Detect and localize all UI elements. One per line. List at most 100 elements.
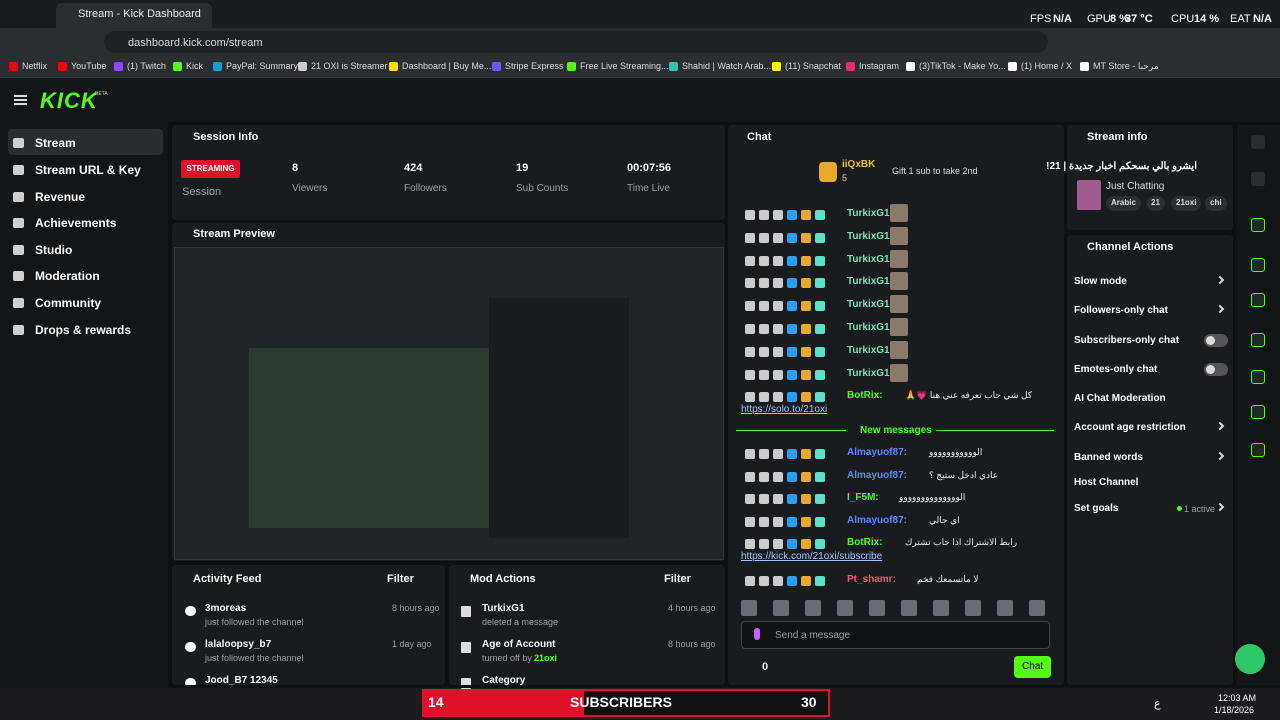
nav-item[interactable]: Stream xyxy=(35,136,76,150)
badge xyxy=(759,392,769,403)
bookmark[interactable]: (11) Snapchat xyxy=(785,61,841,71)
bookmark[interactable]: PayPal: Summary xyxy=(226,61,299,71)
emote xyxy=(890,295,908,314)
badge xyxy=(745,255,755,266)
active-tab[interactable] xyxy=(56,3,212,28)
bookmark[interactable]: MT Store - مرحبا xyxy=(1093,61,1159,71)
bookmark[interactable]: Netflix xyxy=(22,61,48,71)
bookmark[interactable]: YouTube xyxy=(71,61,107,71)
feed-name: 3moreas xyxy=(205,603,247,614)
chat-user[interactable]: TurkixG1: xyxy=(847,230,893,242)
points: 0 xyxy=(762,661,769,673)
send-label[interactable]: Chat xyxy=(1021,661,1044,672)
divider xyxy=(936,430,1054,431)
chat-user[interactable]: BotRix: xyxy=(847,390,883,402)
bookmark[interactable]: 21 OXI is Streamer xyxy=(311,61,388,71)
chat-user[interactable]: TurkixG1: xyxy=(847,322,893,333)
badge xyxy=(787,516,797,527)
bookmark[interactable]: (1) Twitch xyxy=(127,61,166,71)
chat-text: رابط الاشتراك اذا حاب تشترك xyxy=(905,537,1018,548)
bookmark-icon xyxy=(846,62,855,71)
stat-value: 19 xyxy=(516,162,529,174)
bookmark[interactable]: Stripe Express xyxy=(505,61,564,71)
action-item[interactable]: Account age restriction xyxy=(1074,422,1186,433)
emote xyxy=(890,204,908,222)
action-item[interactable]: Set goals xyxy=(1074,503,1119,514)
tag[interactable]: 21oxi xyxy=(1171,196,1202,211)
bookmark[interactable]: Kick xyxy=(186,61,204,71)
chat-user[interactable]: TurkixG1: xyxy=(847,299,893,311)
nav-item[interactable]: Community xyxy=(35,296,101,310)
mod-time: 4 hours ago xyxy=(668,603,716,613)
bookmark[interactable]: Dashboard | Buy Me... xyxy=(402,61,492,71)
heart-icon xyxy=(185,642,196,652)
bookmark[interactable]: Shahid | Watch Arab... xyxy=(682,61,772,71)
kick-header xyxy=(0,78,1280,122)
emote xyxy=(890,249,908,268)
feed-action: just followed the channel xyxy=(205,653,304,663)
nav-item[interactable]: Revenue xyxy=(35,190,86,204)
nav-icon xyxy=(13,138,24,148)
chat-user[interactable]: Almayuof87: xyxy=(847,447,908,458)
tag[interactable]: Arabic xyxy=(1106,196,1141,211)
chat-user[interactable]: I_F5M: xyxy=(847,492,879,504)
badge xyxy=(815,346,825,357)
badge xyxy=(801,392,811,403)
bookmark[interactable]: (3)TikTok - Make Yo... xyxy=(919,61,1006,71)
bookmark[interactable]: (1) Home / X xyxy=(1021,61,1073,71)
nav-item[interactable]: Achievements xyxy=(35,216,117,230)
badge xyxy=(787,301,797,312)
emote-picker xyxy=(869,600,885,616)
chat-user[interactable]: BotRix: xyxy=(847,537,883,549)
action-item[interactable]: Emotes-only chat xyxy=(1074,364,1158,375)
chat-input-box[interactable] xyxy=(741,621,1050,649)
badge xyxy=(759,516,769,527)
address-field[interactable] xyxy=(104,31,1048,53)
hamburger[interactable] xyxy=(14,95,27,105)
badge xyxy=(759,576,769,587)
nav-icon xyxy=(13,218,24,228)
nav-item[interactable]: Drops & rewards xyxy=(35,323,132,337)
chat-user[interactable]: TurkixG1: xyxy=(847,208,893,219)
emote-picker xyxy=(805,600,821,616)
chat-link[interactable]: https://solo.to/21oxi xyxy=(741,404,828,416)
nav-item[interactable]: Moderation xyxy=(35,269,100,283)
chat-link[interactable]: https://kick.com/21oxi/subscribe xyxy=(741,551,883,563)
status-label: Session xyxy=(182,186,222,198)
panel-title: Activity Feed xyxy=(193,573,262,585)
panel-title: Chat xyxy=(747,131,772,143)
tag[interactable]: 21 xyxy=(1146,196,1165,211)
action-item[interactable]: Subscribers-only chat xyxy=(1074,335,1180,346)
new-messages: New messages xyxy=(860,425,932,436)
nav-item[interactable]: Stream URL & Key xyxy=(35,163,141,177)
chat-user[interactable]: TurkixG1: xyxy=(847,344,893,356)
rail-icon xyxy=(1251,218,1265,232)
chat-user[interactable]: TurkixG1: xyxy=(847,367,893,379)
action-item[interactable]: AI Chat Moderation xyxy=(1074,393,1166,404)
chat-user[interactable]: Almayuof87: xyxy=(847,469,908,481)
badge xyxy=(787,471,797,482)
chat-text: الوووووووووووووو xyxy=(899,492,966,503)
action-item[interactable]: Slow mode xyxy=(1074,276,1127,287)
bookmark-icon xyxy=(906,62,915,71)
action-item[interactable]: Banned words xyxy=(1074,452,1143,463)
bookmark[interactable]: Instagram xyxy=(859,61,900,71)
chat-user[interactable]: Pt_shamr: xyxy=(847,574,896,586)
chat-user[interactable]: Almayuof87: xyxy=(847,514,908,526)
nav-item[interactable]: Studio xyxy=(35,243,73,257)
bookmark[interactable]: Free Live Streaming... xyxy=(580,61,669,71)
tag[interactable]: chi xyxy=(1205,196,1227,211)
mod-name: Age of Account xyxy=(482,639,556,650)
badge xyxy=(745,471,755,482)
action-item[interactable]: Followers-only chat xyxy=(1074,305,1168,316)
action-item[interactable]: Host Channel xyxy=(1074,477,1139,488)
feed-name: lalaloopsy_b7 xyxy=(205,639,272,650)
badge xyxy=(759,278,769,289)
chat-user[interactable]: TurkixG1: xyxy=(847,253,893,265)
send-button[interactable] xyxy=(1014,656,1051,678)
perf-stat: GPU xyxy=(1087,13,1111,25)
badge xyxy=(745,210,755,220)
filter[interactable]: Filter xyxy=(387,573,414,585)
chat-user[interactable]: TurkixG1: xyxy=(847,276,893,288)
filter[interactable]: Filter xyxy=(664,573,691,585)
